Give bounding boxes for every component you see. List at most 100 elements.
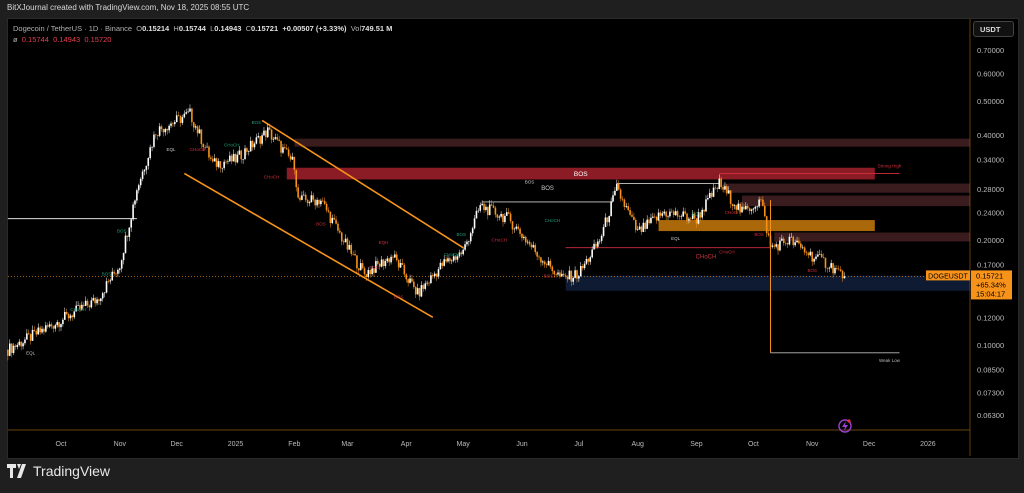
ohlc-legend: Dogecoin / TetherUS · 1D · Binance O0.15… xyxy=(13,23,392,45)
candle-body xyxy=(251,140,254,148)
candle-body xyxy=(75,305,77,312)
candle-body xyxy=(318,199,320,205)
candle-body xyxy=(471,228,474,234)
candle-body xyxy=(384,261,387,267)
candle-body xyxy=(672,211,675,215)
candle-body xyxy=(94,298,96,304)
candle-body xyxy=(745,205,747,210)
candle-body xyxy=(727,190,730,194)
candle-body xyxy=(166,128,169,131)
alert-dot xyxy=(847,419,851,423)
candle-body xyxy=(528,241,531,245)
candle-body xyxy=(88,305,91,308)
candle-body xyxy=(779,240,781,251)
candle-body xyxy=(365,274,368,278)
candle-body xyxy=(119,268,121,270)
candle-body xyxy=(553,271,556,275)
tradingview-logo[interactable]: TradingView xyxy=(7,463,110,479)
candle-body xyxy=(128,227,131,237)
lightning-alert-icon[interactable] xyxy=(838,419,852,433)
open-value: 0.15214 xyxy=(142,24,170,33)
candle-body xyxy=(153,134,155,147)
candle-body xyxy=(625,206,628,207)
candle-body xyxy=(492,205,495,208)
candle-body xyxy=(155,134,157,136)
zone-label: BOS xyxy=(574,171,588,178)
candle-body xyxy=(828,267,831,269)
candle-body xyxy=(466,241,468,245)
candle-body xyxy=(509,213,512,222)
currency-unit-button[interactable]: USDT xyxy=(973,21,1014,37)
candle-body xyxy=(612,195,614,202)
low-label: L xyxy=(210,24,215,33)
candle-body xyxy=(439,262,442,270)
candle-body xyxy=(137,185,140,191)
candle-body xyxy=(712,187,715,197)
candle-body xyxy=(82,304,85,306)
candle-body xyxy=(73,311,76,318)
candle-body xyxy=(572,277,574,282)
candle-body xyxy=(629,210,631,215)
demand-zone xyxy=(565,275,970,291)
candle-body xyxy=(382,259,385,267)
structure-tag: BOS xyxy=(692,211,702,216)
price-tick: 0.07300 xyxy=(977,389,1004,398)
candle-body xyxy=(301,195,303,200)
candle-body xyxy=(31,329,34,341)
candle-body xyxy=(800,243,802,248)
candle-body xyxy=(265,130,267,138)
candle-body xyxy=(299,197,301,200)
candle-body xyxy=(261,135,263,144)
candle-body xyxy=(198,129,201,134)
candle-body xyxy=(335,219,337,224)
candle-body xyxy=(308,202,311,204)
candle-body xyxy=(678,216,681,218)
candle-body xyxy=(494,207,497,215)
structure-tag: CHoCH xyxy=(190,147,206,152)
candle-body xyxy=(781,238,783,241)
volume-label: Vol xyxy=(350,24,362,33)
structure-tag: BOS xyxy=(394,294,404,299)
candle-body xyxy=(430,275,432,283)
candle-body xyxy=(710,192,713,197)
price-tick: 0.12000 xyxy=(977,313,1004,322)
candle-body xyxy=(631,214,633,217)
candle-body xyxy=(809,251,812,256)
candle-body xyxy=(354,253,356,256)
candle-body xyxy=(306,199,309,204)
candle-body xyxy=(450,260,453,262)
symbol-title[interactable]: Dogecoin / TetherUS · 1D · Binance xyxy=(13,24,133,33)
candle-body xyxy=(579,265,582,277)
candle-body xyxy=(441,262,444,266)
candle-body xyxy=(617,183,620,190)
structure-tag: BOS xyxy=(807,268,817,273)
candle-body xyxy=(469,233,472,242)
close-value: 0.15721 xyxy=(251,24,279,33)
dark-zone xyxy=(723,183,970,193)
candle-body xyxy=(268,127,271,130)
candle-body xyxy=(253,143,256,148)
structure-tag: EQH xyxy=(379,240,389,245)
change-value: +0.00507 (+3.33%) xyxy=(282,24,347,33)
candle-body xyxy=(422,285,425,289)
chart-credit: BitXJournal created with TradingView.com… xyxy=(7,3,250,12)
candle-body xyxy=(373,268,375,273)
candle-body xyxy=(697,212,700,224)
candle-body xyxy=(314,199,316,206)
indicator-value-1: 0.15744 xyxy=(21,35,49,44)
candle-body xyxy=(424,283,427,289)
candle-body xyxy=(807,253,810,256)
candle-body xyxy=(191,108,193,123)
candle-body xyxy=(414,287,417,295)
candle-body xyxy=(297,187,299,198)
candle-body xyxy=(437,269,440,277)
candle-body xyxy=(479,205,482,211)
candle-body xyxy=(50,324,53,327)
time-tick: Dec xyxy=(863,441,876,448)
candle-body xyxy=(280,140,282,153)
candle-body xyxy=(595,243,597,247)
candle-body xyxy=(266,127,269,138)
candle-body xyxy=(551,266,554,272)
candle-body xyxy=(540,257,542,263)
